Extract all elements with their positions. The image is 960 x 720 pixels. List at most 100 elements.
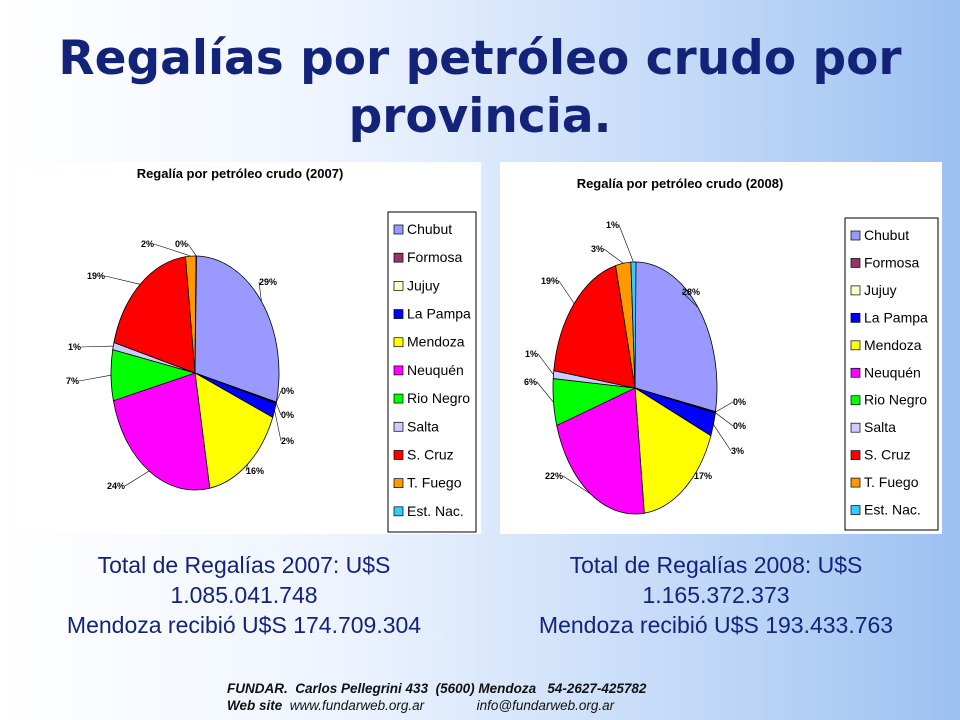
pie-2008-legend-swatch-salta [850, 422, 861, 433]
pie-chart-2007: Regalía por petróleo crudo (2007) 29% 0% 0%… [19, 162, 481, 534]
pie-2007-label-formosa: 0% [281, 386, 294, 396]
pie-2007-label-rio-negro: 7% [66, 376, 79, 386]
pie-2008-label-salta: 1% [525, 349, 538, 359]
pie-2007-leader-est-nac [187, 243, 197, 257]
pie-2008-leader-chubut [681, 291, 699, 308]
pie-2007-label-s-cruz: 19% [87, 271, 105, 281]
pie-2007-legend-label-formosa: Formosa [407, 249, 462, 265]
footer-org: FUNDAR. [227, 681, 288, 696]
footer-web-label: Web site [227, 698, 283, 713]
footer-email[interactable]: info@fundarweb.org.ar [476, 698, 615, 713]
footer-line2: Web site www.fundarweb.org.ar info@funda… [227, 697, 646, 714]
pie-2007-legend-swatch-t-fuego [393, 478, 404, 488]
pie-2008-label-s-cruz: 19% [541, 276, 559, 286]
pie-2008-legend-swatch-t-fuego [850, 477, 861, 488]
pie-2007-legend-swatch-rio-negro [393, 393, 404, 404]
pie-2008-label-formosa: 0% [733, 397, 746, 407]
totals-2008-line1: Total de Regalías 2008: U$S [569, 552, 863, 578]
pie-2007-label-chubut: 29% [259, 277, 277, 287]
pie-2007-legend-swatch-s-cruz [393, 450, 404, 460]
pie-2008-label-rio-negro: 6% [524, 377, 537, 387]
pie-2007-slice-neuquen [112, 372, 211, 491]
pie-2007-slice-mendoza [194, 372, 274, 489]
pie-2008-leader-formosa [715, 401, 734, 413]
pie-2007-label-la-pampa: 2% [281, 436, 294, 446]
pie-2008-legend-label-salta: Salta [864, 419, 896, 435]
totals-2008-mendoza: Mendoza recibió U$S 193.433.763 [538, 612, 894, 638]
pie-2007-label-est-nac: 0% [175, 239, 188, 249]
pie-2007-leader-rio-negro [78, 374, 112, 382]
pie-2007-title: Regalía por petróleo crudo (2007) [137, 166, 344, 181]
totals-2007-mendoza: Mendoza recibió U$S 174.709.304 [66, 612, 422, 638]
totals-2007-line1: Total de Regalías 2007: U$S [97, 552, 391, 578]
pie-2007-legend-swatch-mendoza [393, 337, 404, 348]
pie-2008-legend-label-s-cruz: S. Cruz [864, 447, 911, 463]
pie-2007-leader-salta [80, 345, 114, 348]
pie-2008-legend-label-neuquen: Neuquén [864, 364, 921, 380]
pie-2007-legend-swatch-neuquen [393, 365, 404, 376]
pie-2008-legend-swatch-la-pampa [850, 313, 861, 323]
pie-2007-label-t-fuego: 2% [141, 239, 154, 249]
slide-title: Regalías por petróleo crudo por provinci… [58, 31, 902, 144]
pie-2007-label-neuquen: 24% [107, 481, 125, 491]
pie-2007-label-mendoza: 16% [246, 466, 264, 476]
pie-2008-label-jujuy: 0% [733, 421, 746, 431]
pie-2008-label-chubut: 28% [682, 287, 700, 297]
pie-2008-legend-swatch-formosa [850, 258, 861, 268]
pie-2008-leader-est-nac [618, 224, 634, 263]
pie-2007-legend-label-neuquen: Neuquén [407, 362, 464, 378]
pie-2008-legend-label-jujuy: Jujuy [864, 282, 897, 298]
pie-2007-legend-label-rio-negro: Rio Negro [407, 390, 470, 406]
pie-chart-2008: Regalía por petróleo crudo (2008) 28% 0% 0%… [500, 162, 942, 534]
pie-2007-legend-label-salta: Salta [407, 418, 439, 434]
pie-2008-leader-mendoza [684, 475, 695, 489]
pie-2007-legend-swatch-chubut [393, 224, 404, 235]
pie-2008-leader-t-fuego [603, 248, 624, 264]
pie-2007-label-salta: 1% [68, 342, 81, 352]
pie-2008-legend-label-formosa: Formosa [864, 254, 919, 270]
pie-chart-2008-svg: Regalía por petróleo crudo (2008) 28% 0% 0%… [524, 176, 939, 531]
pie-2008-legend-swatch-s-cruz [850, 450, 861, 460]
pie-2007-legend-label-t-fuego: T. Fuego [407, 475, 462, 491]
pie-2007-leader-mendoza [245, 464, 248, 472]
pie-2008-legend-label-mendoza: Mendoza [864, 337, 922, 353]
pie-2008-legend-swatch-est-nac [850, 505, 861, 515]
pie-2008-legend-label-est-nac: Est. Nac. [864, 502, 921, 518]
pie-2008-legend-swatch-mendoza [850, 340, 861, 351]
pie-2007-leader-t-fuego [153, 243, 191, 257]
totals-2007: Total de Regalías 2007: U$S 1.085.041.74… [9, 550, 479, 640]
pie-2008-leader-neuquen [562, 475, 591, 494]
pie-2008-label-neuquen: 22% [545, 471, 563, 481]
pie-2007-legend-label-est-nac: Est. Nac. [407, 503, 464, 519]
pie-2007-legend-label-mendoza: Mendoza [407, 334, 465, 350]
pie-2008-label-la-pampa: 3% [731, 446, 744, 456]
pie-2008-label-mendoza: 17% [694, 471, 712, 481]
pie-chart-2007-svg: Regalía por petróleo crudo (2007) 29% 0% 0%… [66, 166, 477, 533]
pie-2008-legend [844, 217, 939, 531]
footer-web-url[interactable]: www.fundarweb.org.ar [289, 698, 425, 713]
pie-2008-slice-est-nac [630, 261, 637, 389]
pie-2008-leader-la-pampa [713, 424, 732, 452]
pie-2008-legend-swatch-jujuy [850, 285, 861, 296]
pie-2008-legend-swatch-neuquen [850, 367, 861, 378]
pie-2008-leader-rio-negro [536, 381, 554, 403]
pie-2008-title: Regalía por petróleo crudo (2008) [577, 176, 784, 191]
totals-2007-amount: 1.085.041.748 [170, 582, 318, 608]
pie-2007-legend-label-la-pampa: La Pampa [407, 306, 471, 322]
pie-2007-legend-swatch-jujuy [393, 281, 404, 291]
pie-2007-slice-s-cruz [113, 256, 196, 374]
footer: FUNDAR. Carlos Pellegrini 433 (5600) Men… [227, 680, 646, 714]
pie-2008-leader-salta [537, 353, 554, 375]
pie-2008-legend-label-la-pampa: La Pampa [864, 309, 928, 325]
pie-2007-leader-chubut [258, 281, 262, 302]
pie-2007-legend-label-chubut: Chubut [407, 221, 452, 237]
pie-2007-legend-label-jujuy: Jujuy [407, 277, 440, 293]
pie-2007-legend-swatch-est-nac [393, 506, 404, 517]
pie-2008-label-est-nac: 1% [606, 220, 619, 230]
pie-2008-legend-swatch-rio-negro [850, 395, 861, 406]
totals-2008-amount: 1.165.372.373 [642, 582, 790, 608]
pie-2007-legend-label-s-cruz: S. Cruz [407, 446, 454, 462]
pie-2007-leader-neuquen [124, 470, 150, 487]
pie-2008-label-t-fuego: 3% [591, 244, 604, 254]
pie-2007-legend-swatch-salta [393, 421, 404, 432]
